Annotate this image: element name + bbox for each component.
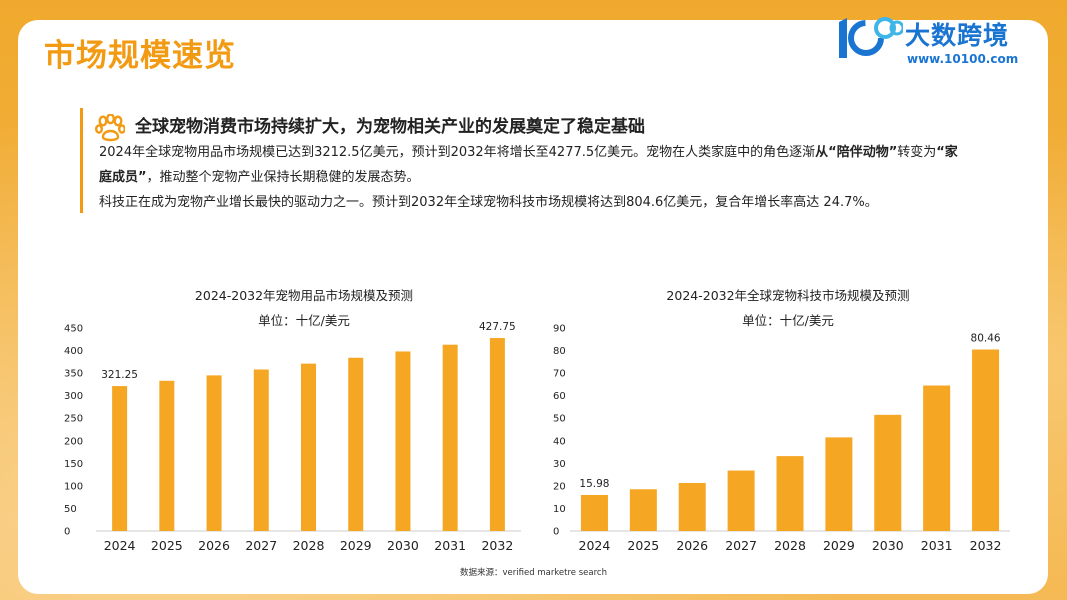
x-tick-label: 2024 — [104, 538, 136, 553]
x-tick-label: 2027 — [725, 538, 757, 553]
y-tick-label: 150 — [64, 459, 83, 470]
data-source: 数据来源：verified marketre search — [460, 568, 607, 578]
y-tick-label: 30 — [553, 459, 566, 470]
p1-bold-1: 从“陪伴动物” — [815, 145, 898, 160]
x-tick-label: 2031 — [434, 538, 466, 553]
bar — [301, 363, 316, 531]
x-tick-label: 2024 — [579, 538, 611, 553]
p1-text-a: 2024年全球宠物用品市场规模已达到3212.5亿美元，预计到2032年将增长至… — [99, 145, 816, 160]
y-tick-label: 10 — [553, 504, 566, 515]
logo-mark-icon — [839, 17, 903, 58]
y-tick-label: 350 — [64, 369, 83, 380]
y-tick-label: 50 — [64, 504, 77, 515]
y-tick-label: 80 — [553, 346, 566, 357]
data-label: 321.25 — [101, 369, 138, 381]
page-title: 市场规模速览 — [44, 38, 236, 74]
logo-url[interactable]: www.10100.com — [907, 52, 1019, 66]
x-tick-label: 2028 — [293, 538, 325, 553]
y-tick-label: 450 — [64, 324, 83, 335]
data-label: 80.46 — [971, 333, 1001, 345]
x-tick-label: 2032 — [970, 538, 1002, 553]
x-tick-label: 2025 — [627, 538, 659, 553]
chart-pet-supplies: 0 50 100 150 200 250 300 350 400 450 2024 321.25 202… — [64, 321, 521, 553]
p1-text-c: 转变为 — [897, 145, 937, 160]
y-tick-label: 300 — [64, 391, 83, 402]
summary-headline: 全球宠物消费市场持续扩大，为宠物相关产业的发展奠定了稳定基础 — [135, 117, 645, 137]
summary-paragraph-2: 科技正在成为宠物产业增长最快的驱动力之一。预计到2032年全球宠物科技市场规模将… — [99, 195, 878, 210]
bar — [580, 494, 608, 531]
x-tick-label: 2026 — [676, 538, 708, 553]
bar — [678, 482, 706, 531]
y-tick-label: 0 — [64, 527, 70, 538]
y-tick-label: 400 — [64, 346, 83, 357]
summary-block: 全球宠物消费市场持续扩大，为宠物相关产业的发展奠定了稳定基础 2024年全球宠物… — [80, 108, 983, 213]
x-tick-label: 2031 — [921, 538, 953, 553]
brand-logo[interactable]: 大数跨境 www.10100.com — [833, 12, 1023, 72]
bar — [442, 344, 458, 531]
bar — [395, 351, 411, 531]
chart1-title: 2024-2032年宠物用品市场规模及预测 — [194, 288, 414, 303]
data-label: 427.75 — [479, 321, 516, 333]
bar — [112, 386, 128, 531]
chart2-unit: 单位：十亿/美元 — [742, 313, 834, 328]
bar — [825, 437, 853, 531]
bar — [629, 489, 657, 531]
bar — [159, 380, 175, 531]
y-tick-label: 0 — [553, 527, 559, 538]
x-tick-label: 2029 — [823, 538, 855, 553]
y-tick-label: 20 — [553, 481, 566, 492]
y-tick-label: 100 — [64, 481, 83, 492]
x-tick-label: 2030 — [387, 538, 419, 553]
chart1-unit: 单位：十亿/美元 — [258, 313, 350, 328]
y-tick-label: 50 — [553, 414, 566, 425]
p1-bold-2: “家庭成员” — [99, 145, 958, 185]
x-tick-label: 2029 — [340, 538, 372, 553]
x-tick-label: 2027 — [245, 538, 277, 553]
y-tick-label: 40 — [553, 436, 566, 447]
bar — [727, 470, 755, 531]
y-tick-label: 70 — [553, 369, 566, 380]
bar — [348, 357, 364, 531]
x-tick-label: 2026 — [198, 538, 230, 553]
y-tick-label: 250 — [64, 414, 83, 425]
bar — [206, 375, 222, 531]
x-tick-label: 2032 — [481, 538, 513, 553]
y-tick-label: 60 — [553, 391, 566, 402]
y-tick-label: 90 — [553, 324, 566, 335]
y-tick-label: 200 — [64, 436, 83, 447]
paw-icon — [95, 114, 125, 142]
p1-text-d: ，推动整个宠物产业保持长期稳健的发展态势。 — [146, 170, 420, 185]
x-tick-label: 2028 — [774, 538, 806, 553]
x-tick-label: 2030 — [872, 538, 904, 553]
x-tick-label: 2025 — [151, 538, 183, 553]
summary-paragraph-1: 2024年全球宠物用品市场规模已达到3212.5亿美元，预计到2032年将增长至… — [99, 140, 959, 190]
data-label: 15.98 — [579, 478, 609, 490]
bar — [923, 385, 951, 531]
bar — [253, 369, 269, 531]
chart2-title: 2024-2032年全球宠物科技市场规模及预测 — [666, 288, 910, 303]
bar — [874, 414, 902, 531]
bar — [972, 349, 1000, 531]
logo-name: 大数跨境 — [905, 21, 1010, 50]
bar — [489, 338, 505, 531]
bar — [776, 456, 804, 531]
